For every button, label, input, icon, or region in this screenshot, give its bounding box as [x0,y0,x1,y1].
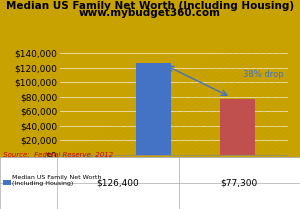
Text: $126,400: $126,400 [96,178,139,187]
Text: www.mybudget360.com: www.mybudget360.com [79,8,221,18]
Text: Source:  Federal Reserve, 2012: Source: Federal Reserve, 2012 [3,152,113,158]
Bar [220,99,255,155]
Text: $77,300: $77,300 [220,178,258,187]
Bar [136,63,172,155]
Text: Median US Family Net Worth
(Including Housing): Median US Family Net Worth (Including Ho… [12,175,101,186]
Text: 38% drop: 38% drop [243,70,284,79]
Text: Median US Family Net Worth (Including Housing): Median US Family Net Worth (Including Ho… [6,1,294,11]
